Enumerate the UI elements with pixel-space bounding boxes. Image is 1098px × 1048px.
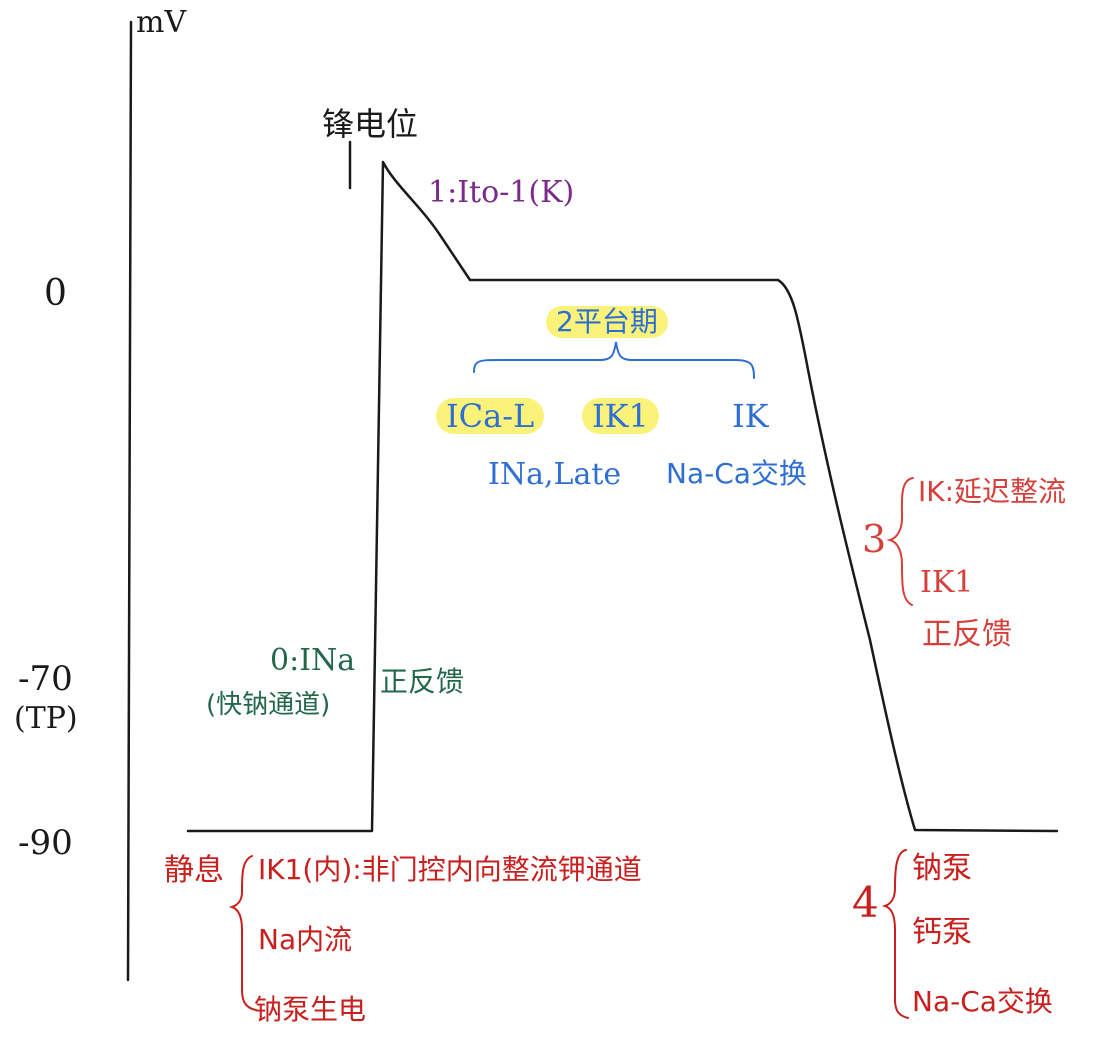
phase3-feedback-label: 正反馈: [922, 617, 1012, 652]
phase3-ik1-label: IK1: [920, 565, 974, 600]
phase1-label: 1:Ito-1(K): [428, 175, 575, 210]
phase0-feedback-label: 正反馈: [380, 665, 465, 698]
rest-brace: [228, 855, 257, 1011]
phase4-number: 4: [852, 878, 879, 927]
phase2-ik-label: IK: [732, 397, 769, 435]
phase4-brace: [881, 849, 909, 1019]
y-axis-unit: mV: [136, 5, 187, 40]
phase4-ca-pump-label: 钙泵: [912, 915, 972, 950]
phase2-ik1-label: IK1: [582, 398, 659, 434]
phase0-label: 0:INa: [270, 643, 356, 678]
phase4-na-pump-label: 钠泵: [912, 851, 972, 886]
phase2-ina-late-label: INa,Late: [488, 457, 622, 492]
tick-label-0: 0: [44, 273, 67, 314]
phase2-title: 2平台期: [546, 306, 668, 338]
rest-pump-label: 钠泵生电: [254, 993, 367, 1026]
tick-label-minus70: -70: [18, 659, 73, 699]
rest-ik1-label: IK1(内):非门控内向整流钾通道: [258, 853, 642, 886]
phase3-ik-label: IK:延迟整流: [918, 475, 1067, 508]
spike-label: 锋电位: [322, 105, 419, 143]
rest-na-influx-label: Na内流: [258, 923, 353, 956]
phase2-ica-label: ICa-L: [436, 398, 545, 434]
tick-label-minus90: -90: [18, 823, 73, 863]
phase0-channel-label: (快钠通道): [206, 690, 331, 720]
tick-label-tp: (TP): [14, 701, 78, 736]
rest-title: 静息: [164, 853, 224, 888]
phase3-number: 3: [862, 517, 887, 561]
action-potential-curve: [186, 160, 1059, 833]
phase3-brace: [886, 477, 914, 606]
phase2-brace: [473, 341, 755, 379]
phase2-naca-label: Na-Ca交换: [666, 457, 807, 490]
y-axis-line: [126, 20, 133, 982]
phase4-naca-label: Na-Ca交换: [912, 985, 1053, 1018]
